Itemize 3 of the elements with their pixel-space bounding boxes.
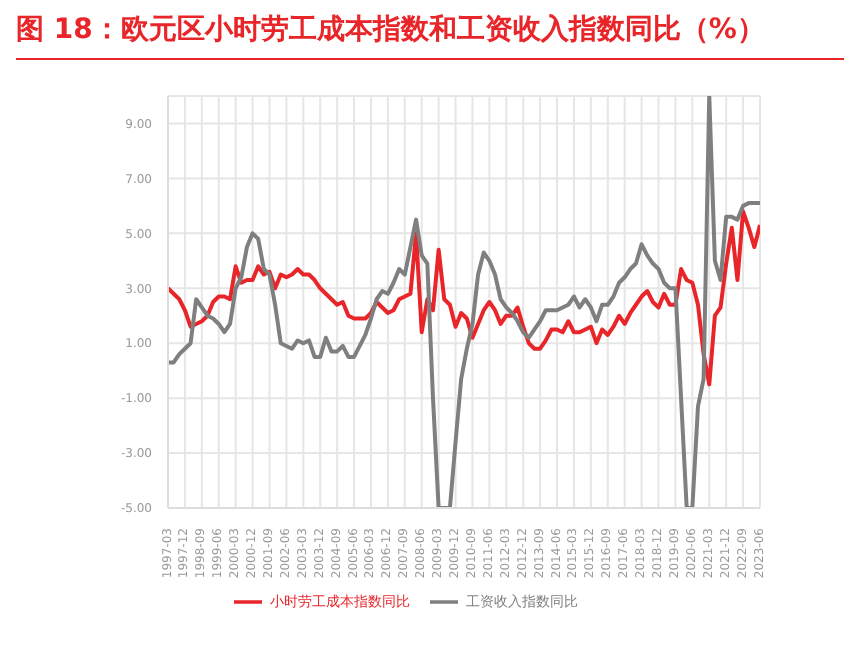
chart-title: 图 18：欧元区小时劳工成本指数和工资收入指数同比（%） xyxy=(16,12,765,48)
line-series xyxy=(168,209,760,387)
line-series xyxy=(168,96,760,508)
